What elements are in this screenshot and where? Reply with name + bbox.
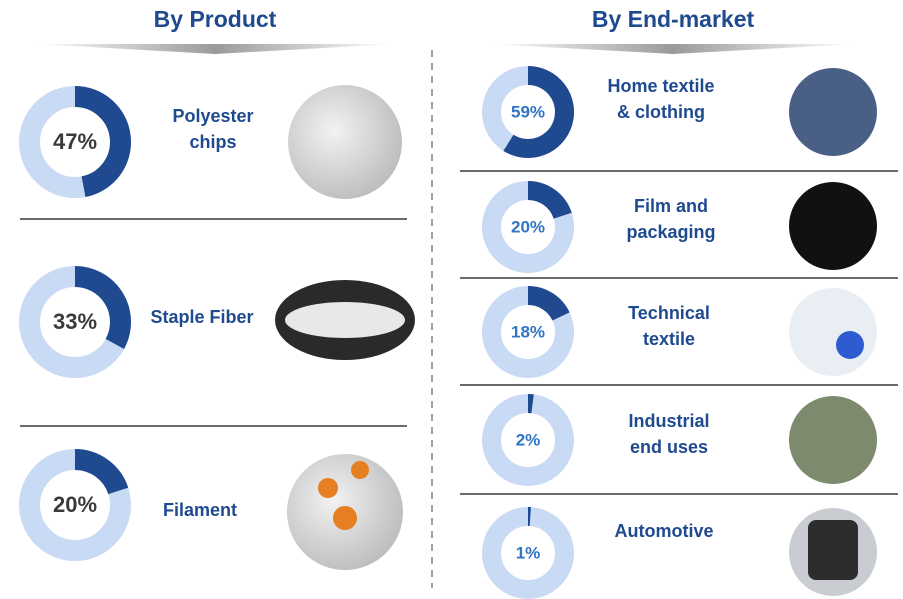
- category-label: Polyester: [172, 106, 253, 126]
- value-label: 20%: [511, 217, 545, 236]
- donut-segment: [527, 181, 572, 220]
- category-label: Industrial: [628, 411, 709, 431]
- heading-underline: [35, 44, 395, 54]
- category-label: Automotive: [615, 521, 714, 541]
- section-heading: By Product: [154, 6, 277, 32]
- category-label: Film and: [634, 196, 708, 216]
- value-label: 20%: [53, 492, 97, 517]
- donut-chart: 1% Automotive: [482, 507, 714, 599]
- donut-chart: 18% Technical textile: [482, 286, 710, 378]
- donut-segment: [527, 286, 570, 322]
- donut-segment: [74, 449, 129, 495]
- section-heading: By End-market: [592, 6, 755, 32]
- donut-chart: 33% Staple Fiber: [19, 266, 254, 378]
- value-label: 1%: [516, 543, 541, 562]
- category-label: packaging: [626, 222, 715, 242]
- donut-segment: [503, 66, 574, 158]
- separators: [20, 170, 898, 495]
- donut-segment: [74, 86, 131, 198]
- donut-chart: 2% Industrial end uses: [482, 394, 710, 486]
- donut-chart: 20% Film and packaging: [482, 181, 716, 273]
- heading-underline: [490, 44, 856, 54]
- category-label: Home textile: [607, 76, 714, 96]
- photos: [275, 68, 877, 596]
- category-label: chips: [189, 132, 236, 152]
- category-label: Filament: [163, 500, 237, 520]
- category-label: Technical: [628, 303, 710, 323]
- category-label: end uses: [630, 437, 708, 457]
- value-label: 2%: [516, 430, 541, 449]
- donut-chart: 59% Home textile & clothing: [482, 66, 715, 158]
- value-label: 59%: [511, 102, 545, 121]
- donut-chart: 47% Polyester chips: [19, 86, 254, 198]
- value-label: 33%: [53, 309, 97, 334]
- category-label: Staple Fiber: [150, 307, 253, 327]
- value-label: 47%: [53, 129, 97, 154]
- donut-segment: [74, 266, 131, 349]
- value-label: 18%: [511, 322, 545, 341]
- category-label: & clothing: [617, 102, 705, 122]
- category-label: textile: [643, 329, 695, 349]
- donut-chart: 20% Filament: [19, 449, 237, 561]
